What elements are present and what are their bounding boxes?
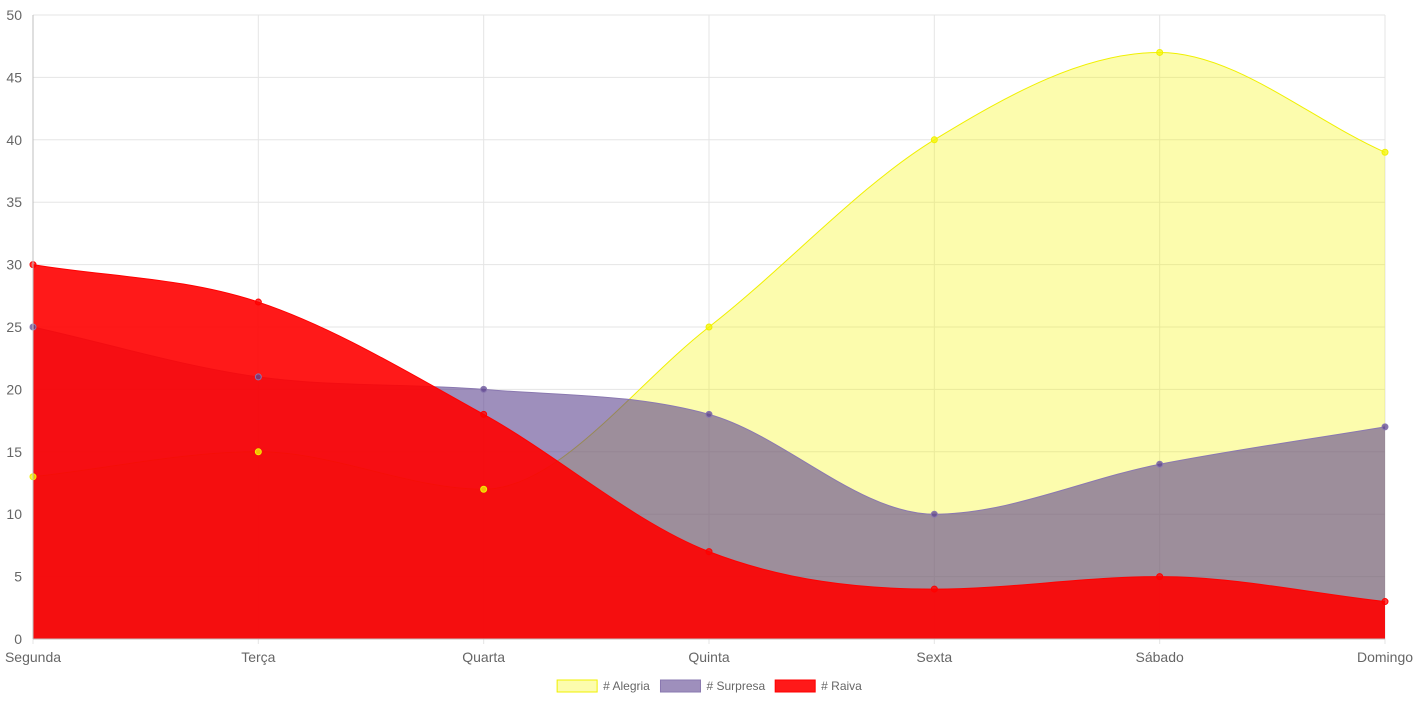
point-raiva[interactable] — [480, 410, 488, 418]
point-alegria[interactable] — [1381, 148, 1389, 156]
x-tick-label: Quinta — [688, 649, 729, 665]
y-tick-label: 45 — [6, 69, 22, 85]
legend-item-surpresa[interactable]: # Surpresa — [659, 679, 766, 693]
point-raiva[interactable] — [254, 298, 262, 306]
point-raiva[interactable] — [1156, 573, 1164, 581]
x-tick-label: Terça — [241, 649, 275, 665]
axis-layer: 0 5 10 15 20 25 30 35 40 45 50 Segunda Terça Quarta Qu… — [5, 7, 1413, 665]
point-surpresa[interactable] — [705, 410, 713, 418]
area-layer — [32, 51, 1386, 639]
x-tick-label: Sexta — [916, 649, 952, 665]
point-raiva[interactable] — [705, 548, 713, 556]
legend-label: # Surpresa — [706, 679, 765, 693]
point-surpresa[interactable] — [254, 373, 262, 381]
y-tick-label: 10 — [6, 506, 22, 522]
y-tick-label: 35 — [6, 194, 22, 210]
point-alegria[interactable] — [930, 136, 938, 144]
legend-item-raiva[interactable]: # Raiva — [774, 679, 862, 693]
x-tick-label: Domingo — [1357, 649, 1413, 665]
legend-label: # Alegria — [603, 679, 650, 693]
legend: # Alegria # Surpresa # Raiva — [556, 679, 862, 693]
legend-swatch — [659, 679, 701, 693]
y-tick-label: 25 — [6, 319, 22, 335]
y-tick-label: 40 — [6, 132, 22, 148]
legend-label: # Raiva — [821, 679, 862, 693]
x-tick-label: Segunda — [5, 649, 61, 665]
legend-swatch — [556, 679, 598, 693]
point-surpresa[interactable] — [930, 510, 938, 518]
x-tick-label: Quarta — [462, 649, 505, 665]
point-alegria[interactable] — [1156, 48, 1164, 56]
y-tick-label: 20 — [6, 381, 22, 397]
point-alegria[interactable] — [480, 485, 488, 493]
point-surpresa[interactable] — [480, 385, 488, 393]
point-alegria[interactable] — [254, 448, 262, 456]
point-raiva[interactable] — [930, 585, 938, 593]
area-raiva — [33, 264, 1385, 639]
y-tick-label: 15 — [6, 444, 22, 460]
y-tick-label: 50 — [6, 7, 22, 23]
x-tick-label: Sábado — [1136, 649, 1184, 665]
legend-swatch — [774, 679, 816, 693]
legend-item-alegria[interactable]: # Alegria — [556, 679, 650, 693]
y-tick-label: 5 — [14, 569, 22, 585]
point-surpresa[interactable] — [1156, 460, 1164, 468]
point-raiva[interactable] — [1381, 598, 1389, 606]
point-surpresa[interactable] — [1381, 423, 1389, 431]
y-tick-label: 0 — [14, 631, 22, 647]
point-alegria[interactable] — [705, 323, 713, 331]
y-tick-label: 30 — [6, 257, 22, 273]
